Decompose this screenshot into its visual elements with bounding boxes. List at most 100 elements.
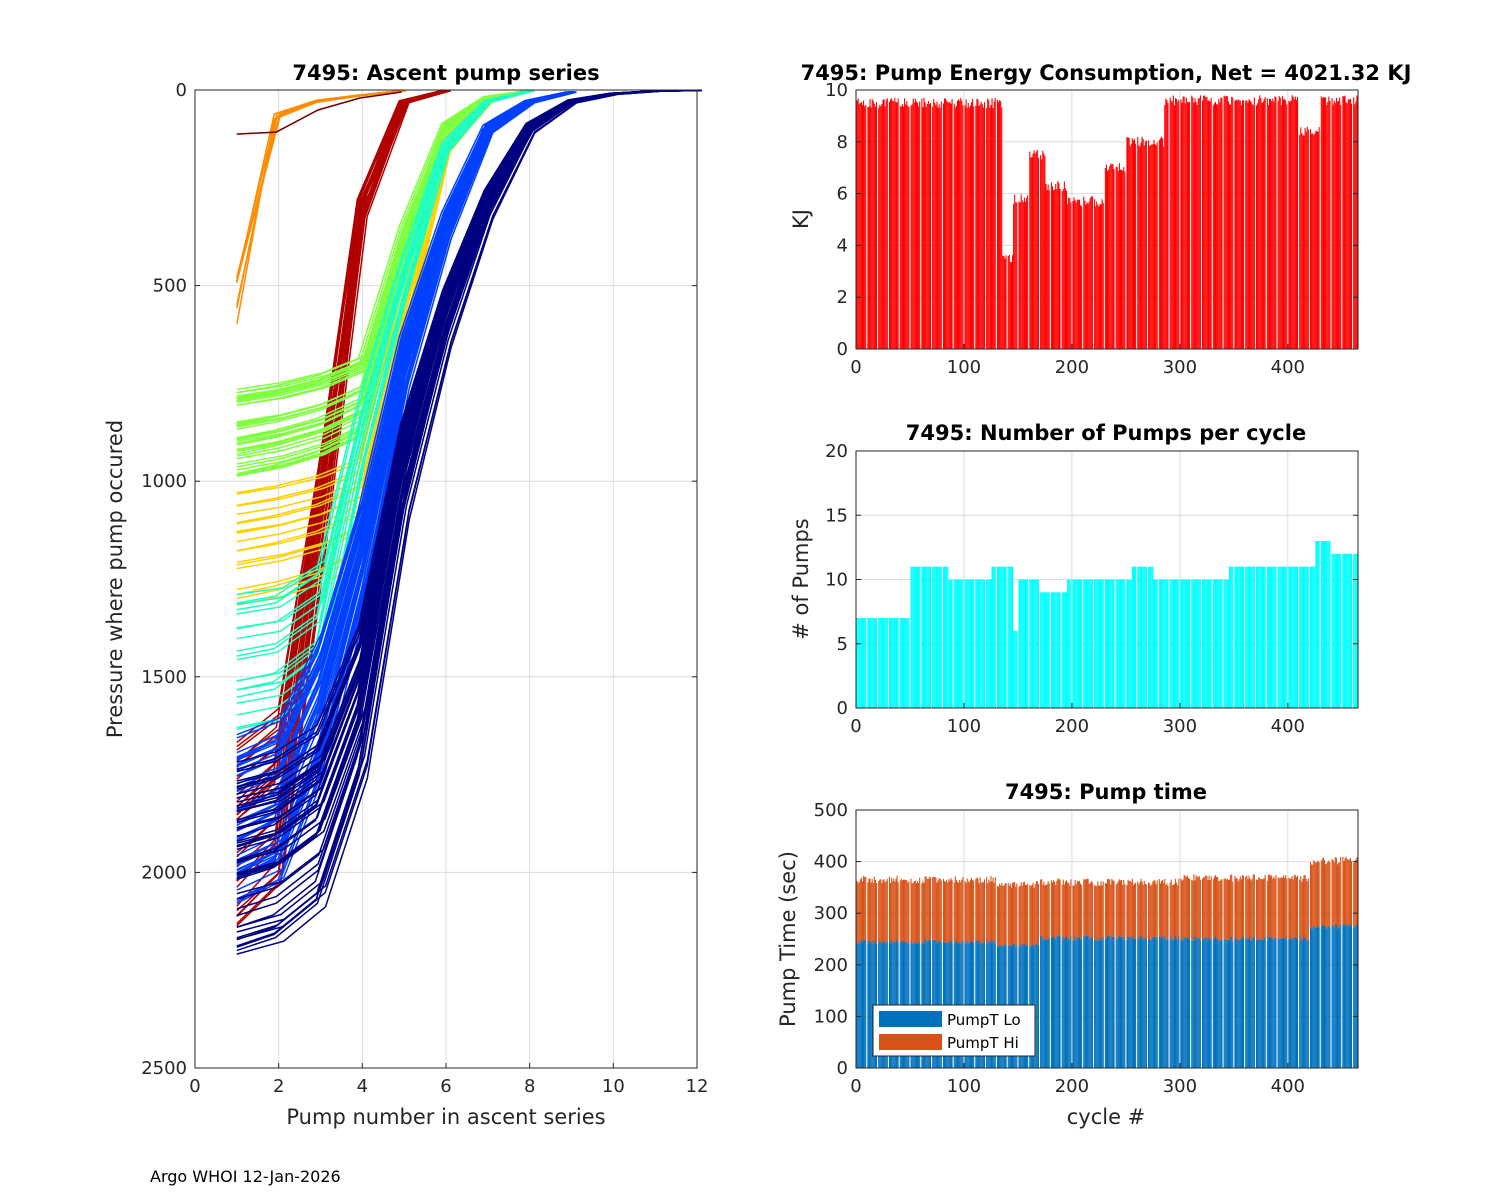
bar-pumpt-lo	[1056, 936, 1058, 1068]
bar-pumpt-hi	[1167, 885, 1169, 941]
y-tick-label: 500	[153, 276, 187, 297]
bar-pumpt-lo	[1207, 940, 1209, 1068]
bar-pumpt-hi	[1178, 879, 1180, 936]
bar-pumpt-lo	[1350, 926, 1353, 1068]
footer-text: Argo WHOI 12-Jan-2026	[150, 1167, 341, 1186]
bar	[1173, 579, 1176, 708]
bar	[1224, 579, 1226, 708]
bar	[1058, 183, 1060, 349]
bar-pumpt-hi	[1347, 859, 1349, 926]
bar-pumpt-hi	[1111, 878, 1113, 936]
bar-pumpt-hi	[1277, 877, 1279, 939]
bar	[893, 618, 895, 708]
bar-pumpt-hi	[1135, 882, 1137, 939]
bar	[897, 98, 899, 349]
bar	[1175, 98, 1177, 349]
bar	[1033, 579, 1035, 708]
bar	[1100, 579, 1102, 708]
bar-pumpt-hi	[1272, 878, 1274, 940]
bar-pumpt-hi	[1047, 881, 1049, 938]
bar	[1261, 566, 1263, 708]
bar	[1274, 566, 1276, 708]
bar	[896, 618, 898, 708]
bar	[916, 566, 919, 708]
bar-pumpt-hi	[1338, 862, 1340, 928]
bar-pumpt-hi	[1317, 860, 1319, 926]
bar	[1033, 150, 1035, 349]
bar	[1221, 98, 1223, 349]
bar	[1303, 566, 1305, 708]
bar	[858, 103, 860, 349]
bar-pumpt-lo	[1119, 936, 1122, 1068]
bar	[1007, 566, 1009, 708]
bar-pumpt-lo	[1150, 940, 1152, 1068]
bar	[929, 566, 932, 708]
bar-pumpt-lo	[1251, 939, 1253, 1068]
bar	[1140, 566, 1142, 708]
bar	[1237, 99, 1239, 349]
bar	[1232, 566, 1234, 708]
bar-pumpt-lo	[1300, 937, 1302, 1068]
bar-pumpt-hi	[1152, 881, 1154, 938]
bar-pumpt-lo	[1061, 939, 1063, 1068]
bar-pumpt-lo	[1354, 926, 1356, 1068]
bar	[1297, 566, 1299, 708]
bar	[1234, 100, 1236, 349]
bar	[1252, 566, 1254, 708]
bar	[1105, 164, 1107, 349]
bar-pumpt-lo	[1116, 938, 1118, 1068]
bar	[906, 101, 908, 349]
bar	[945, 566, 947, 708]
bar-pumpt-hi	[939, 878, 941, 942]
energy-bars	[856, 95, 1359, 350]
bar	[863, 618, 865, 708]
bar	[1135, 143, 1137, 349]
bar	[1020, 579, 1022, 708]
bar	[1068, 197, 1070, 349]
bar	[1132, 566, 1134, 708]
bar	[1194, 579, 1196, 708]
bar	[1045, 183, 1047, 349]
bar	[1135, 566, 1137, 708]
bar-pumpt-lo	[1192, 940, 1194, 1068]
bar-pumpt-hi	[875, 882, 878, 944]
bar	[1232, 97, 1234, 349]
bar-pumpt-lo	[970, 940, 973, 1068]
bar-pumpt-hi	[1192, 880, 1194, 941]
bar	[1015, 202, 1017, 349]
bar	[1164, 579, 1166, 708]
bar	[1021, 579, 1023, 708]
bar	[1126, 579, 1128, 708]
bar-pumpt-hi	[897, 881, 899, 944]
bar	[926, 104, 928, 349]
bar	[1192, 97, 1194, 349]
bar-pumpt-lo	[962, 939, 964, 1068]
bar	[1026, 198, 1028, 349]
bar-pumpt-lo	[1115, 939, 1117, 1068]
bar	[1220, 97, 1222, 349]
bar	[865, 105, 867, 349]
y-tick-label: 2500	[141, 1058, 187, 1079]
bar-pumpt-hi	[1155, 884, 1157, 940]
bar-pumpt-lo	[1302, 939, 1304, 1068]
bar-pumpt-hi	[1148, 882, 1150, 939]
bar-pumpt-lo	[1054, 937, 1056, 1068]
bar	[1158, 579, 1160, 708]
bar-pumpt-hi	[1230, 874, 1232, 937]
bar-pumpt-hi	[916, 881, 919, 943]
bar-pumpt-lo	[1336, 928, 1339, 1068]
bar	[972, 579, 974, 708]
bar	[1054, 592, 1056, 708]
bar-pumpt-hi	[1080, 883, 1082, 940]
bar-pumpt-lo	[1096, 940, 1098, 1068]
bar	[1011, 566, 1014, 708]
bar-pumpt-lo	[1264, 936, 1266, 1068]
bar-pumpt-hi	[1280, 877, 1282, 939]
bar	[1217, 104, 1219, 350]
bar	[1240, 566, 1242, 708]
bar	[1170, 579, 1172, 708]
bar-pumpt-hi	[1042, 884, 1044, 940]
bar	[1227, 101, 1229, 349]
bar-pumpt-hi	[1104, 882, 1106, 939]
bar-pumpt-hi	[1327, 861, 1329, 927]
